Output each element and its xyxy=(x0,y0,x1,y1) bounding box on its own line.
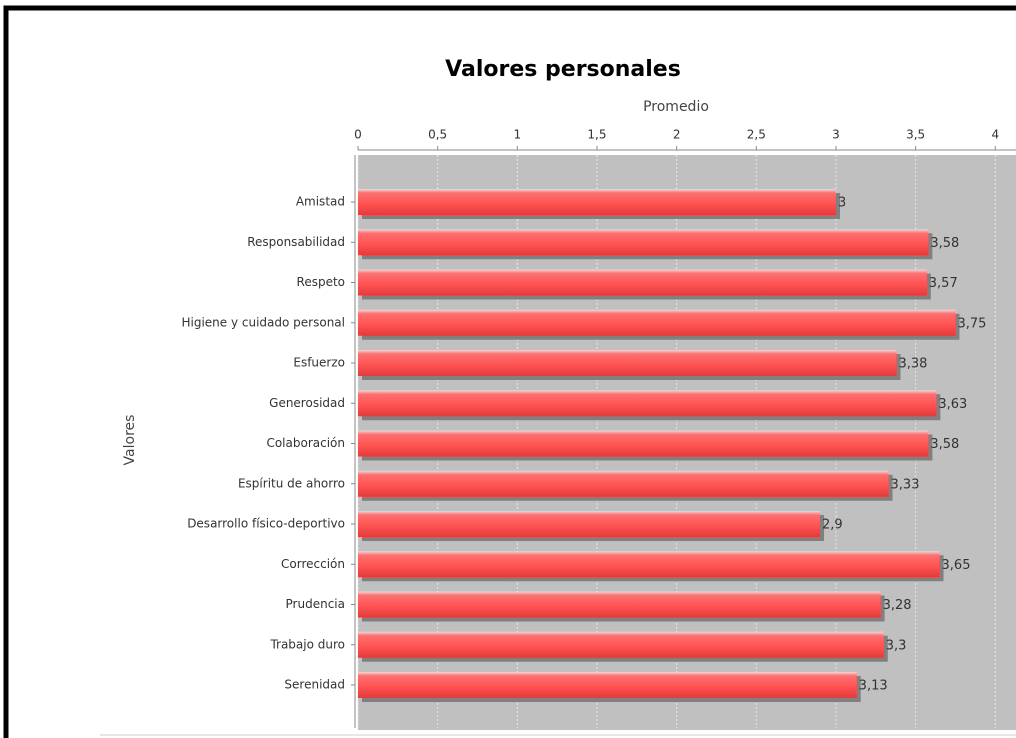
y-tick-label: Colaboración xyxy=(266,436,345,450)
x-tick-label: 3 xyxy=(832,128,840,142)
data-label: 3,75 xyxy=(957,316,986,331)
x-tick-label: 0 xyxy=(354,128,362,142)
x-tick-label: 2,5 xyxy=(747,128,766,142)
y-tick-label: Amistad xyxy=(296,195,345,209)
y-tick-label: Trabajo duro xyxy=(269,637,345,651)
frame xyxy=(3,5,1016,738)
bar xyxy=(358,309,956,336)
bar xyxy=(358,269,927,296)
y-tick-label: Prudencia xyxy=(286,597,345,611)
data-label: 3,57 xyxy=(929,276,958,291)
x-tick-label: 4 xyxy=(991,128,999,142)
bar xyxy=(358,430,929,457)
data-label: 3,58 xyxy=(930,437,959,452)
bar xyxy=(358,551,940,578)
bar xyxy=(358,511,821,537)
x-tick-label: 2 xyxy=(673,128,681,142)
bar xyxy=(358,672,857,698)
bar xyxy=(358,591,881,618)
data-label: 3,13 xyxy=(859,679,888,694)
x-axis-title: Promedio xyxy=(643,99,709,115)
x-tick-label: 1 xyxy=(514,128,522,142)
x-tick-label: 3,5 xyxy=(906,128,925,142)
data-label: 3 xyxy=(838,196,846,211)
data-label: 3,58 xyxy=(930,236,959,251)
bar xyxy=(358,390,937,417)
data-label: 3,3 xyxy=(886,638,907,653)
y-axis-title: Valores xyxy=(122,415,138,466)
y-tick-label: Generosidad xyxy=(269,396,345,410)
y-tick-label: Esfuerzo xyxy=(293,356,345,370)
y-tick-label: Desarrollo físico-deportivo xyxy=(187,517,345,531)
data-label: 2,9 xyxy=(822,518,843,533)
y-tick-label: Serenidad xyxy=(284,678,345,692)
bar xyxy=(358,350,897,376)
x-tick-label: 0,5 xyxy=(428,128,447,142)
y-tick-label: Corrección xyxy=(281,557,345,571)
bar xyxy=(358,631,884,658)
data-label: 3,38 xyxy=(899,357,928,372)
y-tick-label: Respeto xyxy=(297,275,345,289)
chart-title: Valores personales xyxy=(445,57,681,82)
bar xyxy=(358,229,929,256)
bar xyxy=(358,189,836,215)
bar xyxy=(358,470,889,497)
x-tick-label: 1,5 xyxy=(587,128,606,142)
y-tick-label: Espíritu de ahorro xyxy=(238,476,345,490)
data-label: 3,28 xyxy=(883,598,912,613)
data-label: 3,65 xyxy=(942,558,971,573)
data-label: 3,33 xyxy=(891,477,920,492)
data-label: 3,63 xyxy=(938,397,967,412)
y-tick-label: Higiene y cuidado personal xyxy=(181,315,345,329)
y-tick-label: Responsabilidad xyxy=(247,235,345,249)
